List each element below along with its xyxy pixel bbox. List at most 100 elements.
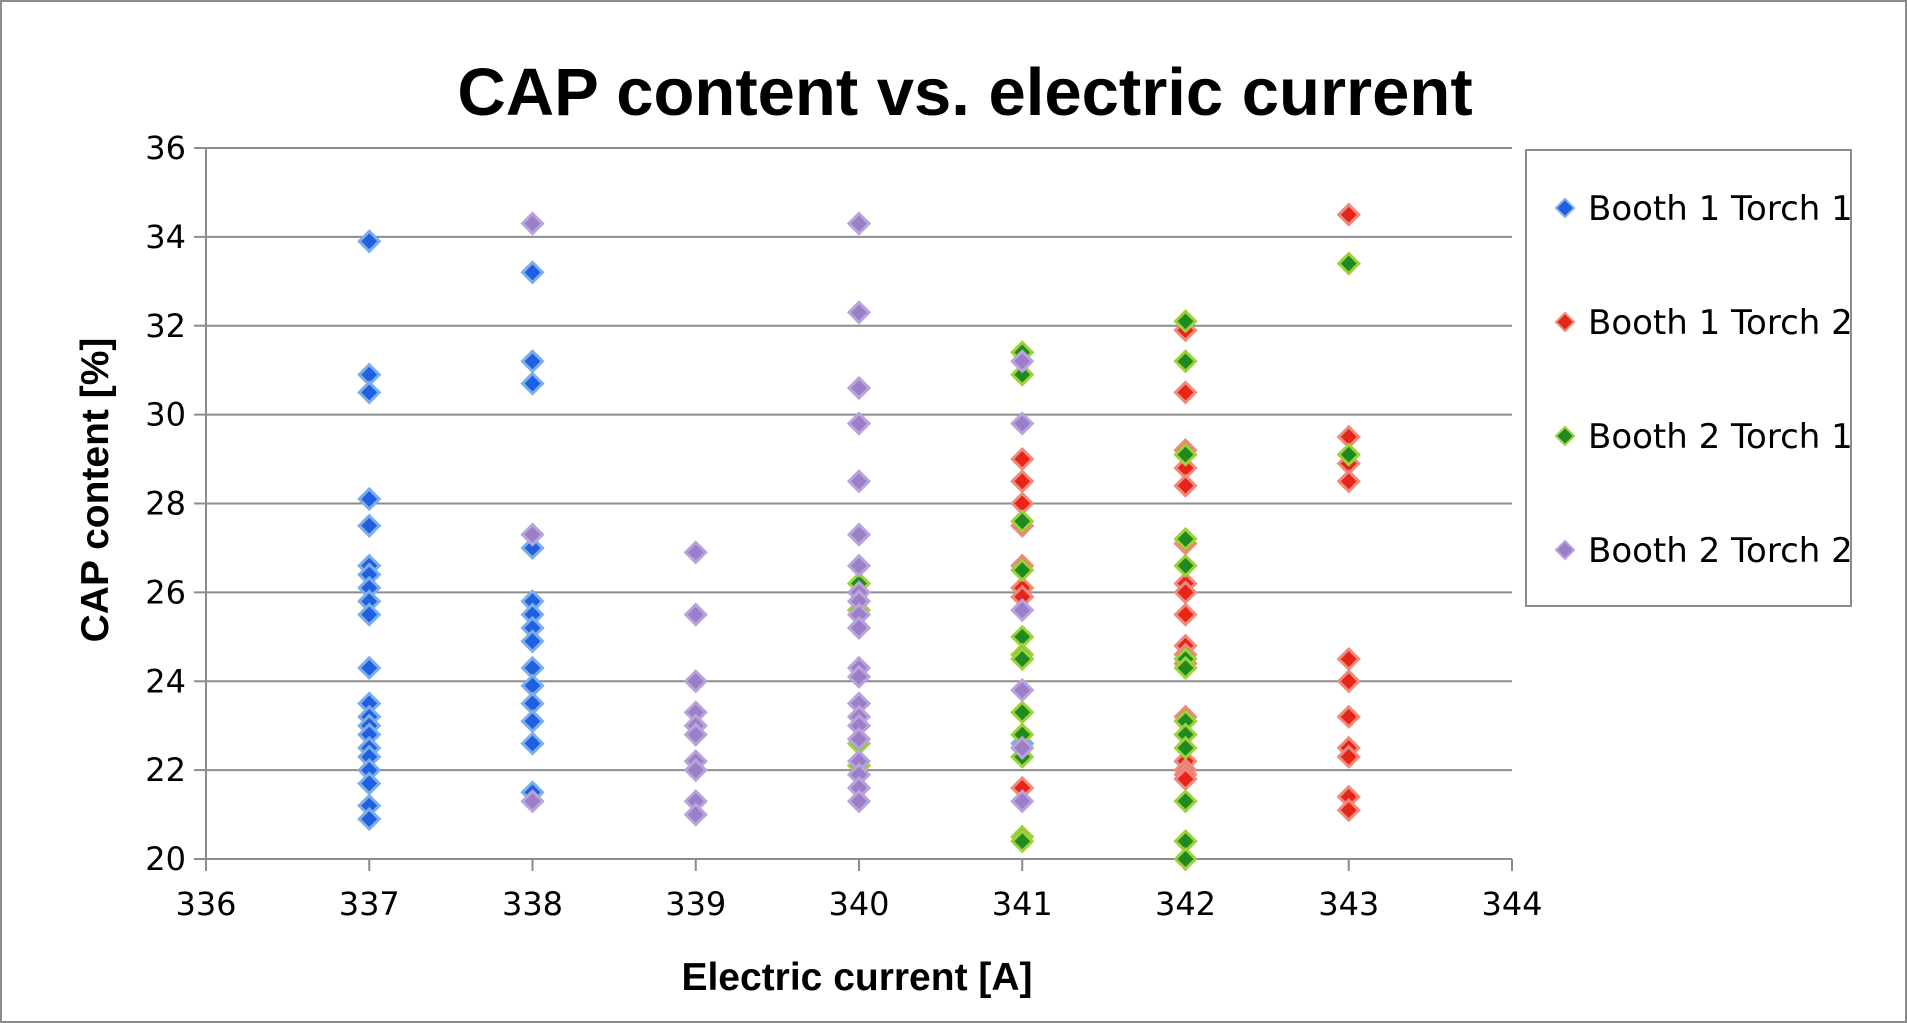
y-tick-label: 22 [145, 751, 186, 789]
data-point [1173, 309, 1198, 334]
data-point [1336, 442, 1361, 467]
x-tick-label: 338 [502, 885, 563, 923]
data-point [1010, 678, 1035, 703]
y-tick-label: 36 [145, 129, 186, 167]
data-point [520, 709, 545, 734]
data-point [683, 540, 708, 565]
x-tick-label: 343 [1318, 885, 1379, 923]
x-tick-label: 339 [665, 885, 726, 923]
data-point [520, 522, 545, 547]
data-point [1336, 704, 1361, 729]
data-point [357, 771, 382, 796]
axes [194, 147, 1513, 871]
data-point [357, 806, 382, 832]
data-point [1173, 735, 1198, 761]
data-point [520, 535, 545, 561]
data-point [1173, 789, 1198, 814]
legend-marker [1554, 539, 1576, 561]
legend-marker [1554, 425, 1576, 447]
legend-label: Booth 2 Torch 1 [1588, 417, 1853, 457]
data-point [357, 602, 382, 627]
x-tick-label: 340 [828, 885, 889, 923]
data-point [357, 655, 382, 681]
data-point [1010, 349, 1035, 374]
y-tick-label: 28 [145, 485, 186, 523]
data-point [683, 802, 708, 827]
data-point [1336, 251, 1361, 276]
data-point [357, 380, 382, 405]
data-point [520, 629, 545, 654]
data-point [1010, 646, 1035, 672]
data-point [683, 758, 708, 783]
y-tick-label: 26 [145, 573, 186, 611]
data-point [1173, 655, 1198, 681]
data-point [1173, 380, 1198, 405]
data-point [1010, 735, 1035, 761]
data-point [357, 486, 382, 512]
y-tick-label: 30 [145, 396, 186, 434]
y-tick-label: 32 [145, 307, 186, 345]
data-point [846, 522, 872, 547]
y-tick-labels: 20 22 24 26 28 30 32 34 36 [145, 129, 186, 878]
y-tick-label: 34 [145, 218, 186, 256]
data-point [1010, 829, 1035, 854]
legend: Booth 1 Torch 1 Booth 1 Torch 2 Booth 2 To… [1525, 149, 1853, 607]
data-points [357, 202, 1361, 872]
data-point [1010, 362, 1035, 387]
data-point [1010, 469, 1035, 494]
data-point [846, 553, 872, 578]
data-point [1173, 526, 1198, 552]
data-point [846, 615, 872, 641]
data-point [520, 211, 545, 236]
data-point [520, 371, 545, 396]
data-point [1173, 349, 1198, 374]
data-point [1336, 797, 1361, 823]
x-tick-label: 341 [992, 885, 1053, 923]
x-tick-labels: 336 337 338 339 340 341 342 343 344 [175, 885, 1542, 923]
data-point [1010, 598, 1035, 623]
data-point [1173, 580, 1198, 605]
data-point [1010, 789, 1035, 814]
data-point [1336, 744, 1361, 769]
data-point [1010, 558, 1035, 583]
legend-label: Booth 2 Torch 2 [1588, 531, 1853, 571]
data-point [846, 300, 872, 325]
data-point [520, 789, 545, 814]
x-tick-label: 342 [1155, 885, 1216, 923]
data-point [1010, 411, 1035, 436]
data-point [1010, 509, 1035, 534]
data-point [1336, 646, 1361, 672]
data-point [846, 411, 872, 436]
data-point [683, 669, 708, 694]
data-point [846, 469, 872, 494]
data-point [846, 375, 872, 401]
data-point [1173, 846, 1198, 872]
x-axis-title: Electric current [A] [681, 956, 1032, 999]
legend-label: Booth 1 Torch 2 [1588, 303, 1853, 343]
data-point [1173, 602, 1198, 627]
series-4 [520, 211, 1035, 827]
data-point [520, 260, 545, 285]
data-point [1336, 202, 1361, 227]
x-tick-label: 337 [339, 885, 400, 923]
legend-label: Booth 1 Torch 1 [1588, 189, 1853, 229]
data-point [1173, 553, 1198, 578]
chart-title: CAP content vs. electric current [457, 55, 1472, 130]
data-point [846, 726, 872, 752]
data-point [520, 731, 545, 756]
data-point [1336, 669, 1361, 694]
data-point [1010, 446, 1035, 472]
y-tick-label: 20 [145, 840, 186, 878]
data-point [1173, 473, 1198, 498]
x-tick-label: 336 [175, 885, 236, 923]
data-point [1173, 442, 1198, 467]
data-point [683, 602, 708, 627]
y-axis-title: CAP content [%] [74, 338, 117, 643]
data-point [520, 349, 545, 374]
y-tick-label: 24 [145, 662, 186, 700]
data-point [846, 211, 872, 236]
data-point [357, 513, 382, 538]
data-point [357, 229, 382, 254]
data-point [683, 722, 708, 747]
data-point [846, 789, 872, 814]
